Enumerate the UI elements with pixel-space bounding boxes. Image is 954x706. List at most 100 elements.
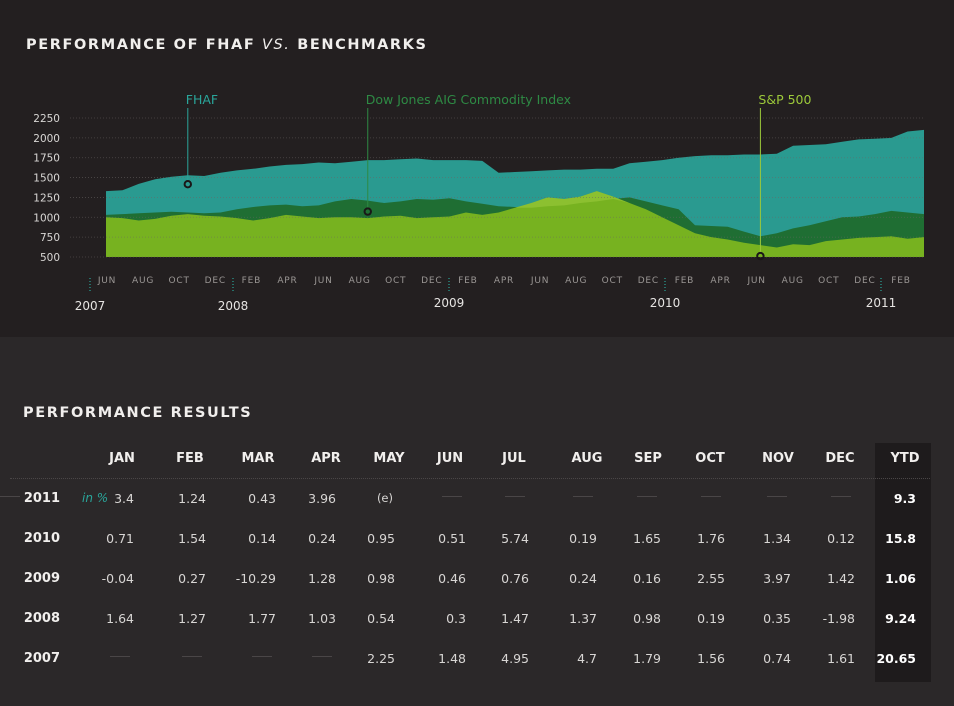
column-header: AUG — [571, 451, 603, 466]
table-cell: 1.56 — [697, 651, 725, 666]
x-month-label: FEB — [242, 276, 261, 286]
table-cell: -1.98 — [822, 611, 855, 626]
table-cell: 1.24 — [178, 491, 206, 506]
table-cell: 0.98 — [367, 571, 395, 586]
x-month-label: APR — [277, 276, 297, 286]
chart-title-part2: BENCHMARKS — [297, 37, 428, 53]
table-cell: 0.3 — [446, 611, 466, 626]
table-cell: 0.51 — [438, 531, 466, 546]
y-tick-label: 500 — [40, 252, 60, 264]
x-month-label: APR — [710, 276, 730, 286]
sp500-area — [106, 191, 924, 257]
empty-cell-dash — [701, 496, 721, 497]
annotation-label: S&P 500 — [758, 92, 811, 107]
column-header: YTD — [890, 451, 920, 466]
row-year: 2009 — [23, 571, 60, 586]
y-tick-label: 1250 — [33, 192, 60, 204]
column-header: APR — [311, 451, 341, 466]
x-month-label: AUG — [782, 276, 804, 286]
empty-cell-dash — [767, 496, 787, 497]
unit-label: in % — [82, 491, 109, 505]
x-year-label: 2010 — [650, 296, 681, 310]
table-cell: 1.54 — [178, 531, 206, 546]
table-cell: 0.24 — [569, 571, 597, 586]
ytd-cell: 9.3 — [893, 491, 916, 506]
table-cell: 4.7 — [577, 651, 597, 666]
chart-title-vs: VS. — [261, 37, 291, 53]
table-cell: (e) — [376, 491, 393, 505]
table-cell: 0.27 — [178, 571, 206, 586]
column-header: OCT — [695, 451, 725, 466]
ytd-cell: 1.06 — [885, 571, 916, 586]
empty-cell-dash — [252, 656, 272, 657]
column-header: FEB — [176, 451, 204, 466]
table-cell: 1.77 — [248, 611, 276, 626]
table-cell: 4.95 — [501, 651, 529, 666]
table-cell: 3.97 — [763, 571, 791, 586]
column-header: SEP — [634, 451, 662, 466]
performance-chart: 500 750 1000 1250 1500 1750 2000 2250 FHAF Dow Jo… — [33, 92, 924, 313]
table-cell: 1.28 — [308, 571, 336, 586]
table-cell: 3.96 — [308, 491, 336, 506]
x-month-label: APR — [494, 276, 514, 286]
x-month-label: AUG — [132, 276, 154, 286]
x-month-label: DEC — [205, 276, 226, 286]
y-tick-label: 750 — [40, 232, 60, 244]
x-month-label: DEC — [421, 276, 442, 286]
table-cell: 1.64 — [106, 611, 134, 626]
table-cell: 1.42 — [827, 571, 855, 586]
results-title: PERFORMANCE RESULTS — [23, 405, 253, 421]
row-year: 2008 — [23, 611, 60, 626]
table-cell: 5.74 — [501, 531, 529, 546]
table-cell: 0.76 — [501, 571, 529, 586]
x-month-label: DEC — [854, 276, 875, 286]
table-cell: 0.46 — [438, 571, 466, 586]
table-cell: 0.24 — [308, 531, 336, 546]
table-cell: 1.79 — [633, 651, 661, 666]
empty-cell-dash — [442, 496, 462, 497]
column-header: MAY — [373, 451, 405, 466]
column-header: DEC — [825, 451, 855, 466]
annotation-marker — [756, 251, 765, 261]
y-tick-label: 1000 — [33, 212, 60, 224]
x-month-label: JUN — [313, 276, 332, 286]
row-year: 2007 — [23, 651, 60, 666]
row-year: 2011 — [23, 491, 60, 506]
table-cell: 0.98 — [633, 611, 661, 626]
header-divider — [10, 478, 930, 479]
table-cell: 0.19 — [697, 611, 725, 626]
x-month-label: OCT — [385, 276, 406, 286]
table-cell: 0.54 — [367, 611, 395, 626]
chart-title: PERFORMANCE OF FHAF VS. BENCHMARKS — [26, 37, 428, 53]
table-cell: 2.25 — [367, 651, 395, 666]
x-month-label: FEB — [675, 276, 694, 286]
empty-cell-dash — [110, 656, 130, 657]
empty-cell-dash — [573, 496, 593, 497]
table-cell: 0.35 — [763, 611, 791, 626]
table-cell: 0.71 — [106, 531, 134, 546]
column-header: MAR — [241, 451, 275, 466]
table-cell: -10.29 — [235, 571, 276, 586]
chart-title-part1: PERFORMANCE OF FHAF — [26, 37, 256, 53]
y-tick-label: 1500 — [33, 173, 60, 185]
x-month-label: FEB — [458, 276, 477, 286]
column-header: JUL — [502, 451, 526, 466]
table-cell: 2.55 — [697, 571, 725, 586]
x-month-label: JUN — [97, 276, 116, 286]
table-cell: 0.74 — [763, 651, 791, 666]
table-cell: 0.19 — [569, 531, 597, 546]
table-cell: 1.76 — [697, 531, 725, 546]
table-cell: 1.48 — [438, 651, 466, 666]
x-month-label: AUG — [349, 276, 371, 286]
x-month-label: FEB — [891, 276, 910, 286]
x-month-label: JUN — [530, 276, 549, 286]
empty-cell-dash — [505, 496, 525, 497]
ytd-column-bg — [875, 443, 931, 682]
ytd-cell: 9.24 — [885, 611, 916, 626]
x-year-label: 2007 — [75, 299, 106, 313]
ytd-cell: 15.8 — [885, 531, 916, 546]
table-cell: 1.65 — [633, 531, 661, 546]
table-cell: 1.61 — [827, 651, 855, 666]
x-year-label: 2009 — [434, 296, 465, 310]
annotation-marker — [363, 207, 372, 216]
